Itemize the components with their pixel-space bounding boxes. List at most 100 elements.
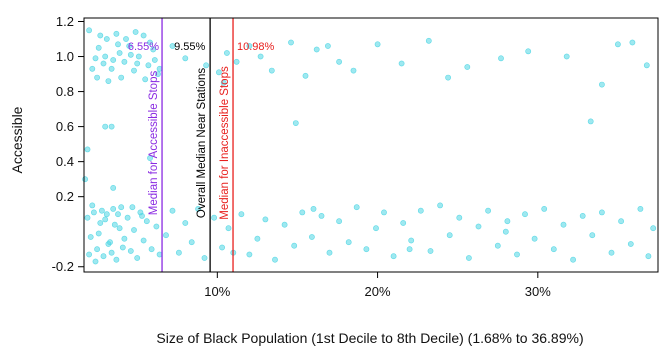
data-point xyxy=(201,255,208,261)
data-point xyxy=(95,44,102,51)
data-point xyxy=(579,212,586,219)
data-point xyxy=(87,234,94,240)
data-point xyxy=(308,234,315,240)
data-point xyxy=(103,211,110,218)
data-point xyxy=(408,237,415,244)
data-point xyxy=(502,228,509,235)
y-axis-title: Accessible xyxy=(9,106,25,173)
data-point xyxy=(113,30,120,37)
data-point xyxy=(292,120,299,126)
data-point xyxy=(115,211,121,218)
y-tick-label: -0.2 xyxy=(52,259,74,274)
x-tick-label: 20% xyxy=(365,284,391,299)
data-point xyxy=(525,48,532,55)
data-point xyxy=(650,225,657,232)
data-point xyxy=(89,202,96,209)
data-point xyxy=(445,74,451,81)
plot-frame xyxy=(83,17,659,273)
data-point xyxy=(288,39,294,46)
data-point xyxy=(139,212,145,219)
data-point xyxy=(169,43,176,49)
data-point xyxy=(336,58,342,65)
data-point xyxy=(110,205,117,212)
data-point xyxy=(353,204,360,211)
x-axis-title: Size of Black Population (1st Decile to … xyxy=(156,330,583,346)
data-point xyxy=(84,214,91,221)
data-point xyxy=(134,255,141,261)
data-point xyxy=(390,253,397,260)
x-tick-label: 10% xyxy=(204,284,230,299)
median-value-label: 6.55% xyxy=(128,41,159,53)
y-tick-label: 0.6 xyxy=(56,119,74,134)
data-point xyxy=(92,55,99,62)
y-axis: -0.2 0.2 0.4 0.6 0.8 1.0 1.2 xyxy=(52,14,84,274)
data-point xyxy=(629,39,636,46)
data-point xyxy=(299,209,306,216)
data-point xyxy=(188,239,195,246)
data-point xyxy=(102,216,109,223)
data-point xyxy=(118,74,125,81)
x-tick-label: 30% xyxy=(525,284,551,299)
data-point xyxy=(163,232,169,239)
data-point xyxy=(643,62,650,69)
y-tick-label: 1.2 xyxy=(56,14,74,29)
data-point xyxy=(645,253,652,260)
data-point xyxy=(105,78,112,84)
data-point xyxy=(223,50,230,56)
y-tick-label: 1.0 xyxy=(56,49,74,64)
data-point xyxy=(131,67,137,74)
data-point xyxy=(124,214,131,221)
data-point xyxy=(127,51,134,58)
data-point xyxy=(618,218,624,225)
data-point xyxy=(100,253,107,260)
data-point xyxy=(203,62,209,69)
median-lines: Median for Accessible Stops 6.55% Overall … xyxy=(128,18,275,272)
data-point xyxy=(94,74,100,81)
data-point xyxy=(182,55,189,62)
data-point xyxy=(318,212,325,219)
data-point xyxy=(182,220,189,226)
data-point xyxy=(563,53,570,60)
data-point xyxy=(92,258,99,265)
data-point xyxy=(118,204,125,211)
data-point xyxy=(121,58,128,65)
data-point xyxy=(233,58,240,65)
data-point xyxy=(514,251,520,258)
data-point xyxy=(363,246,370,253)
x-axis: 10% 20% 30% xyxy=(204,272,551,299)
data-point xyxy=(425,37,432,44)
data-point xyxy=(615,41,621,48)
median-line-label: Median for Accessible Stops xyxy=(148,71,160,216)
data-point xyxy=(437,202,443,209)
data-point xyxy=(132,29,139,35)
data-point xyxy=(116,50,123,56)
data-point xyxy=(97,220,104,226)
data-point xyxy=(147,39,153,46)
y-tick-label: 0.4 xyxy=(56,154,74,169)
data-point xyxy=(91,209,97,216)
data-point xyxy=(89,65,96,72)
data-point xyxy=(86,27,92,34)
data-point xyxy=(147,155,153,161)
data-point xyxy=(475,223,482,230)
data-point xyxy=(254,235,261,242)
data-point xyxy=(268,67,275,74)
data-point xyxy=(140,237,147,244)
data-point xyxy=(215,69,222,76)
data-point xyxy=(211,214,217,221)
data-point xyxy=(599,209,605,216)
data-point xyxy=(336,218,342,225)
data-point xyxy=(456,214,463,221)
data-point xyxy=(121,235,128,242)
data-point xyxy=(108,249,115,256)
data-point xyxy=(374,41,381,48)
data-point xyxy=(110,57,117,63)
data-point xyxy=(324,43,331,49)
data-point xyxy=(148,246,155,253)
data-point xyxy=(381,209,387,216)
y-tick-label: 0.8 xyxy=(56,84,74,99)
median-line-label: Median for Inaccessible Stops xyxy=(219,66,231,220)
data-point xyxy=(129,204,136,211)
data-point xyxy=(195,205,201,212)
data-point xyxy=(102,53,109,60)
